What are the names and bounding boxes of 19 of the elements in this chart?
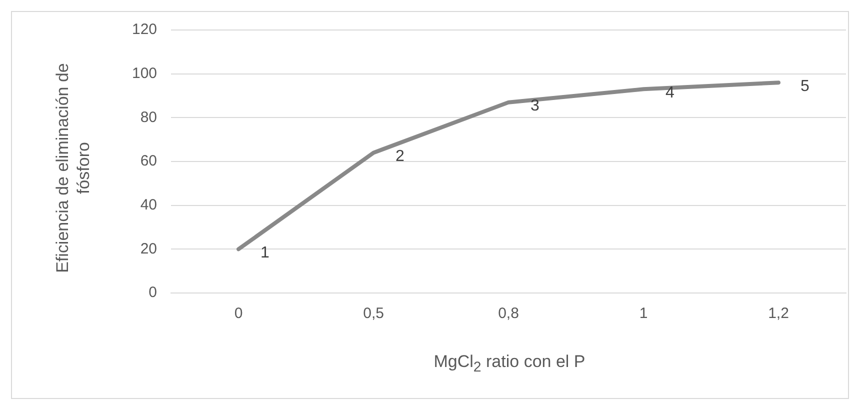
y-axis-title: Eficiencia de eliminación de fósforo (52, 62, 94, 275)
annotation: 1 (260, 244, 270, 262)
annotation: 5 (800, 78, 810, 96)
x-tick-label: 0,8 (498, 305, 519, 322)
y-tick-label: 0 (148, 284, 158, 302)
y-tick-label: 120 (132, 21, 158, 38)
annotation: 3 (530, 98, 540, 115)
annotation: 4 (666, 84, 675, 102)
y-tick-label: 40 (140, 196, 158, 214)
y-tick-label: 100 (132, 64, 158, 82)
x-tick-label: 1,2 (768, 305, 789, 322)
annotation: 2 (396, 148, 405, 166)
x-tick-label: 0,5 (363, 305, 384, 322)
x-tick-label: 1 (639, 305, 648, 322)
y-tick-label: 20 (140, 240, 158, 258)
y-tick-label: 60 (140, 152, 158, 170)
x-axis-title: MgCl$_{2}$ ratio con el P (432, 352, 586, 376)
x-tick-label: 0 (234, 305, 243, 322)
y-tick-label: 80 (140, 108, 158, 126)
